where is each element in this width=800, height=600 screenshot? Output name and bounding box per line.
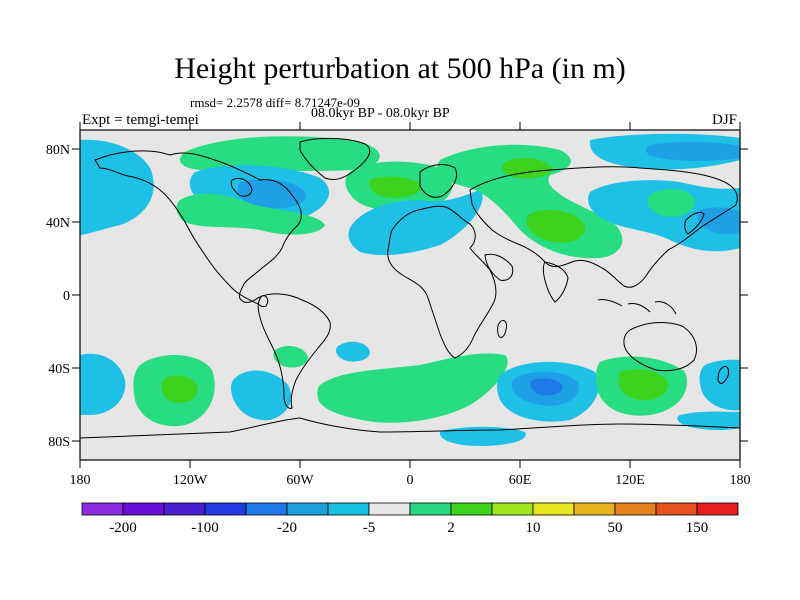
anomaly-negative-s-pacific-east: [231, 370, 292, 421]
colorbar-swatch: [614, 502, 657, 516]
lon-label-120e: 120E: [615, 473, 645, 488]
anomaly-negative-antarctic-atlantic: [439, 426, 526, 446]
colorbar-swatch: [245, 502, 288, 516]
lon-label-180e: 180: [730, 473, 751, 488]
anomaly-negative-n-atlantic: [348, 190, 483, 256]
lon-label-120w: 120W: [173, 473, 208, 488]
lat-label-40n: 40N: [46, 216, 70, 231]
australia-outline: [623, 322, 697, 372]
anomaly-negative-s-atlantic-small: [336, 341, 370, 362]
anomaly-positive-arctic-core: [369, 176, 421, 198]
anomaly-negative-s-pacific-west: [80, 353, 126, 415]
colorbar-swatch: [655, 502, 698, 516]
lat-label-0: 0: [63, 289, 70, 304]
greenland-outline: [299, 137, 371, 181]
colorbar-label: 2: [447, 520, 455, 536]
lon-label-60w: 60W: [286, 473, 314, 488]
colorbar-label: 150: [685, 520, 709, 536]
india-outline: [542, 261, 569, 303]
lat-label-80n: 80N: [46, 143, 70, 158]
season-label: DJF: [712, 112, 738, 128]
anomaly-positive-s-australia-core: [618, 369, 669, 401]
anomaly-positive-s-atlantic: [317, 353, 508, 423]
colorbar-swatch: [450, 502, 493, 516]
south-america-outline: [257, 293, 331, 409]
colorbar-swatch: [491, 502, 534, 516]
anomaly-positive-n-pacific-patch: [647, 188, 695, 217]
period-label: 08.0kyr BP - 08.0kyr BP: [311, 106, 450, 121]
antarctica-outline: [80, 417, 740, 439]
colorbar-label: -20: [277, 520, 297, 536]
stats-label: rmsd= 2.2578 diff= 8.71247e-09: [190, 95, 361, 110]
map-title: Height perturbation at 500 hPa (in m): [174, 52, 626, 85]
indonesia-outline: [597, 299, 677, 315]
colorbar-swatch: [573, 502, 616, 516]
lat-labels: 80N 40N 0 40S 80S: [46, 143, 70, 450]
anomaly-positive-patagonia: [273, 346, 308, 368]
colorbar-swatch: [286, 502, 329, 516]
anomaly-negative-n-pacific-core: [697, 207, 740, 235]
madagascar-outline: [497, 319, 507, 338]
lat-label-40s: 40S: [48, 362, 70, 377]
lon-labels: 180 120W 60W 0 60E 120E 180: [70, 473, 751, 488]
anomaly-positive-siberia-core-s: [526, 209, 586, 243]
lat-ticks: [72, 148, 748, 442]
colorbar-label: 50: [607, 520, 623, 536]
anomaly-negative-s-pacific-far-east: [699, 359, 740, 411]
anomaly-negative-s-indian-core: [530, 378, 563, 396]
anomaly-positive-s-pacific-core: [161, 375, 198, 403]
colorbar-swatch: [122, 502, 165, 516]
colorbar-swatch: [204, 502, 247, 516]
colorbar-label: -5: [362, 520, 376, 536]
anomaly-negative-n-america-core: [237, 179, 306, 209]
scandinavia-outline: [419, 164, 457, 198]
colorbar-swatch: [532, 502, 575, 516]
contour-field: [80, 130, 740, 460]
lon-label-0: 0: [407, 473, 414, 488]
anomaly-negative-ne-asia-core: [645, 142, 740, 161]
colorbar-swatch: [696, 502, 739, 516]
colorbar-swatch: [409, 502, 452, 516]
anomaly-negative-n-pacific: [80, 139, 154, 235]
lon-label-60e: 60E: [509, 473, 532, 488]
colorbar-label: 10: [525, 520, 541, 536]
asia-outline: [469, 166, 738, 288]
colorbar-swatch: [163, 502, 206, 516]
colorbar-swatch: [368, 502, 411, 516]
coastlines: [80, 137, 740, 439]
lon-label-180w: 180: [70, 473, 91, 488]
lat-label-80s: 80S: [48, 435, 70, 450]
colorbar-label: -100: [191, 520, 219, 536]
anomaly-positive-greenland: [180, 136, 380, 171]
japan-outline: [684, 211, 705, 235]
anomaly-positive-w-atlantic: [176, 193, 325, 235]
colorbar: [81, 502, 739, 516]
north-america-outline: [94, 150, 302, 308]
colorbar-label: -200: [109, 520, 137, 536]
new-zealand-outline: [717, 365, 729, 384]
hudson-bay-outline: [230, 177, 253, 197]
experiment-label: Expt = temgi-temei: [82, 112, 199, 128]
anomaly-positive-siberia-core-n: [502, 158, 552, 179]
colorbar-swatch: [327, 502, 370, 516]
colorbar-swatch: [81, 502, 124, 516]
europe-africa-outline: [387, 205, 497, 359]
lon-ticks: [79, 122, 741, 468]
arabia-outline: [484, 253, 514, 281]
